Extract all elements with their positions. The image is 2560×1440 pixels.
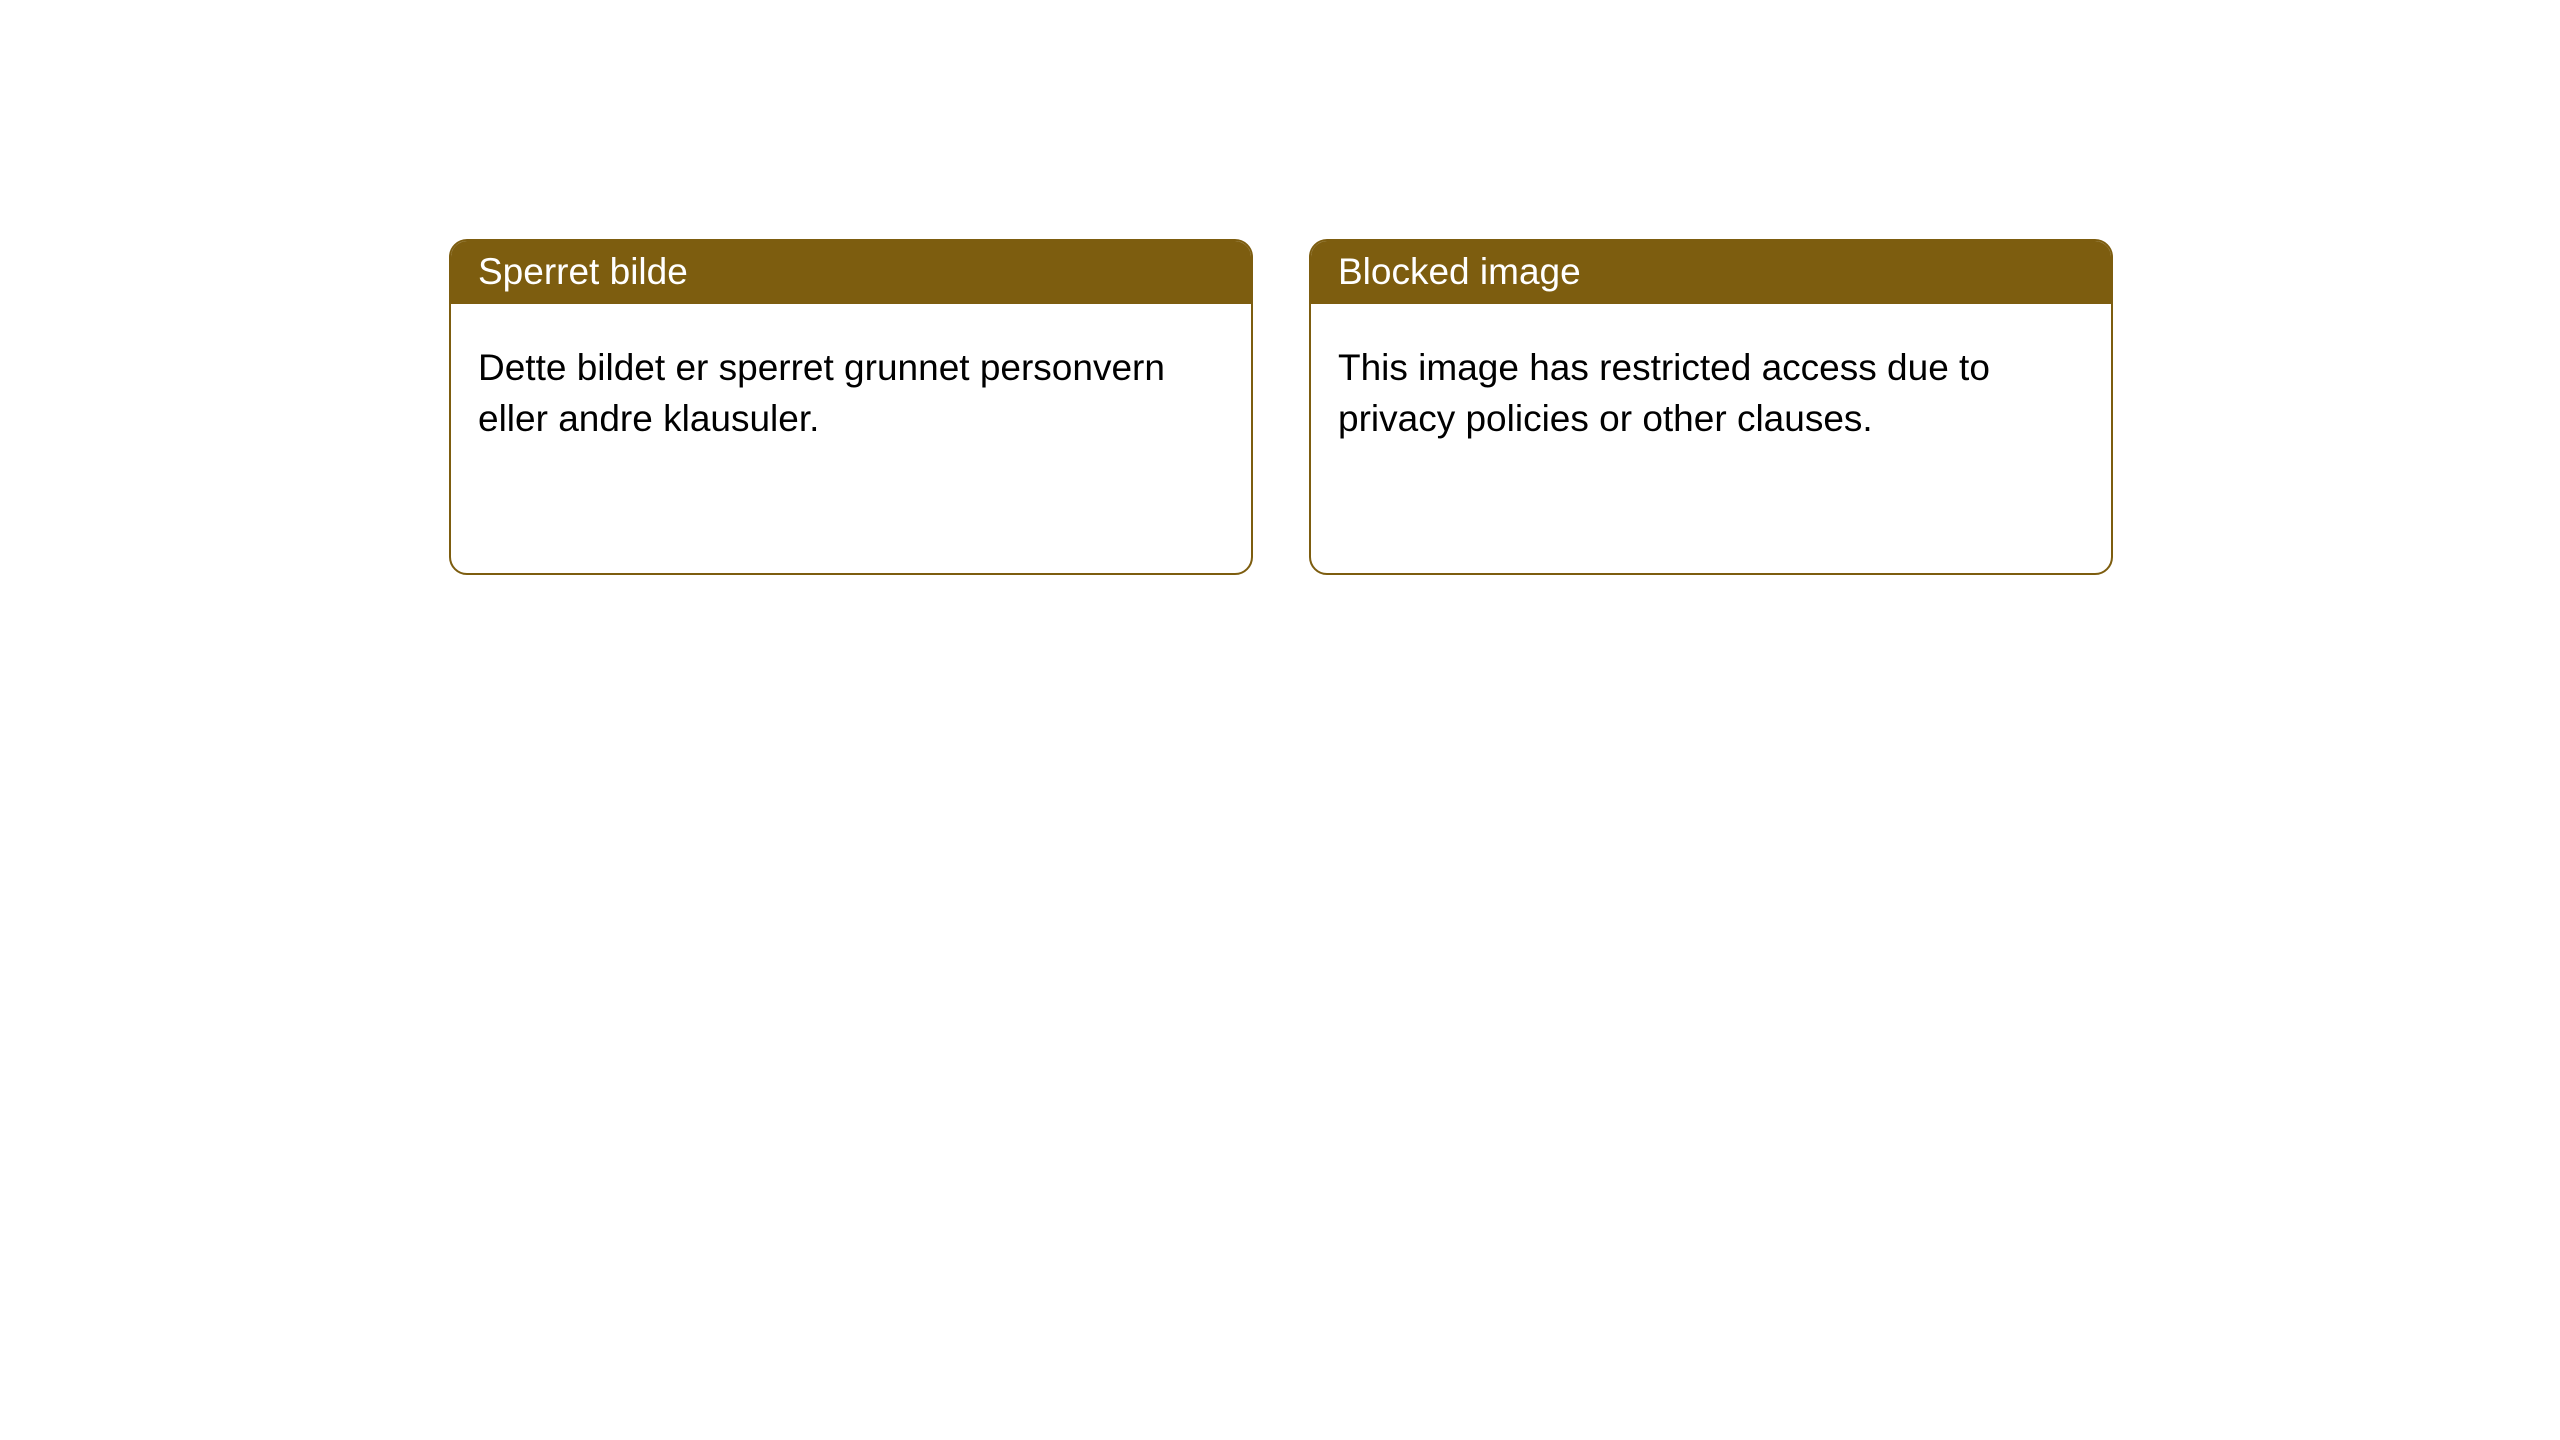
- notice-title: Blocked image: [1311, 241, 2111, 304]
- notice-card-english: Blocked image This image has restricted …: [1309, 239, 2113, 575]
- notice-body: This image has restricted access due to …: [1311, 304, 2111, 471]
- notice-body: Dette bildet er sperret grunnet personve…: [451, 304, 1251, 471]
- notice-card-norwegian: Sperret bilde Dette bildet er sperret gr…: [449, 239, 1253, 575]
- notice-container: Sperret bilde Dette bildet er sperret gr…: [0, 0, 2560, 575]
- notice-title: Sperret bilde: [451, 241, 1251, 304]
